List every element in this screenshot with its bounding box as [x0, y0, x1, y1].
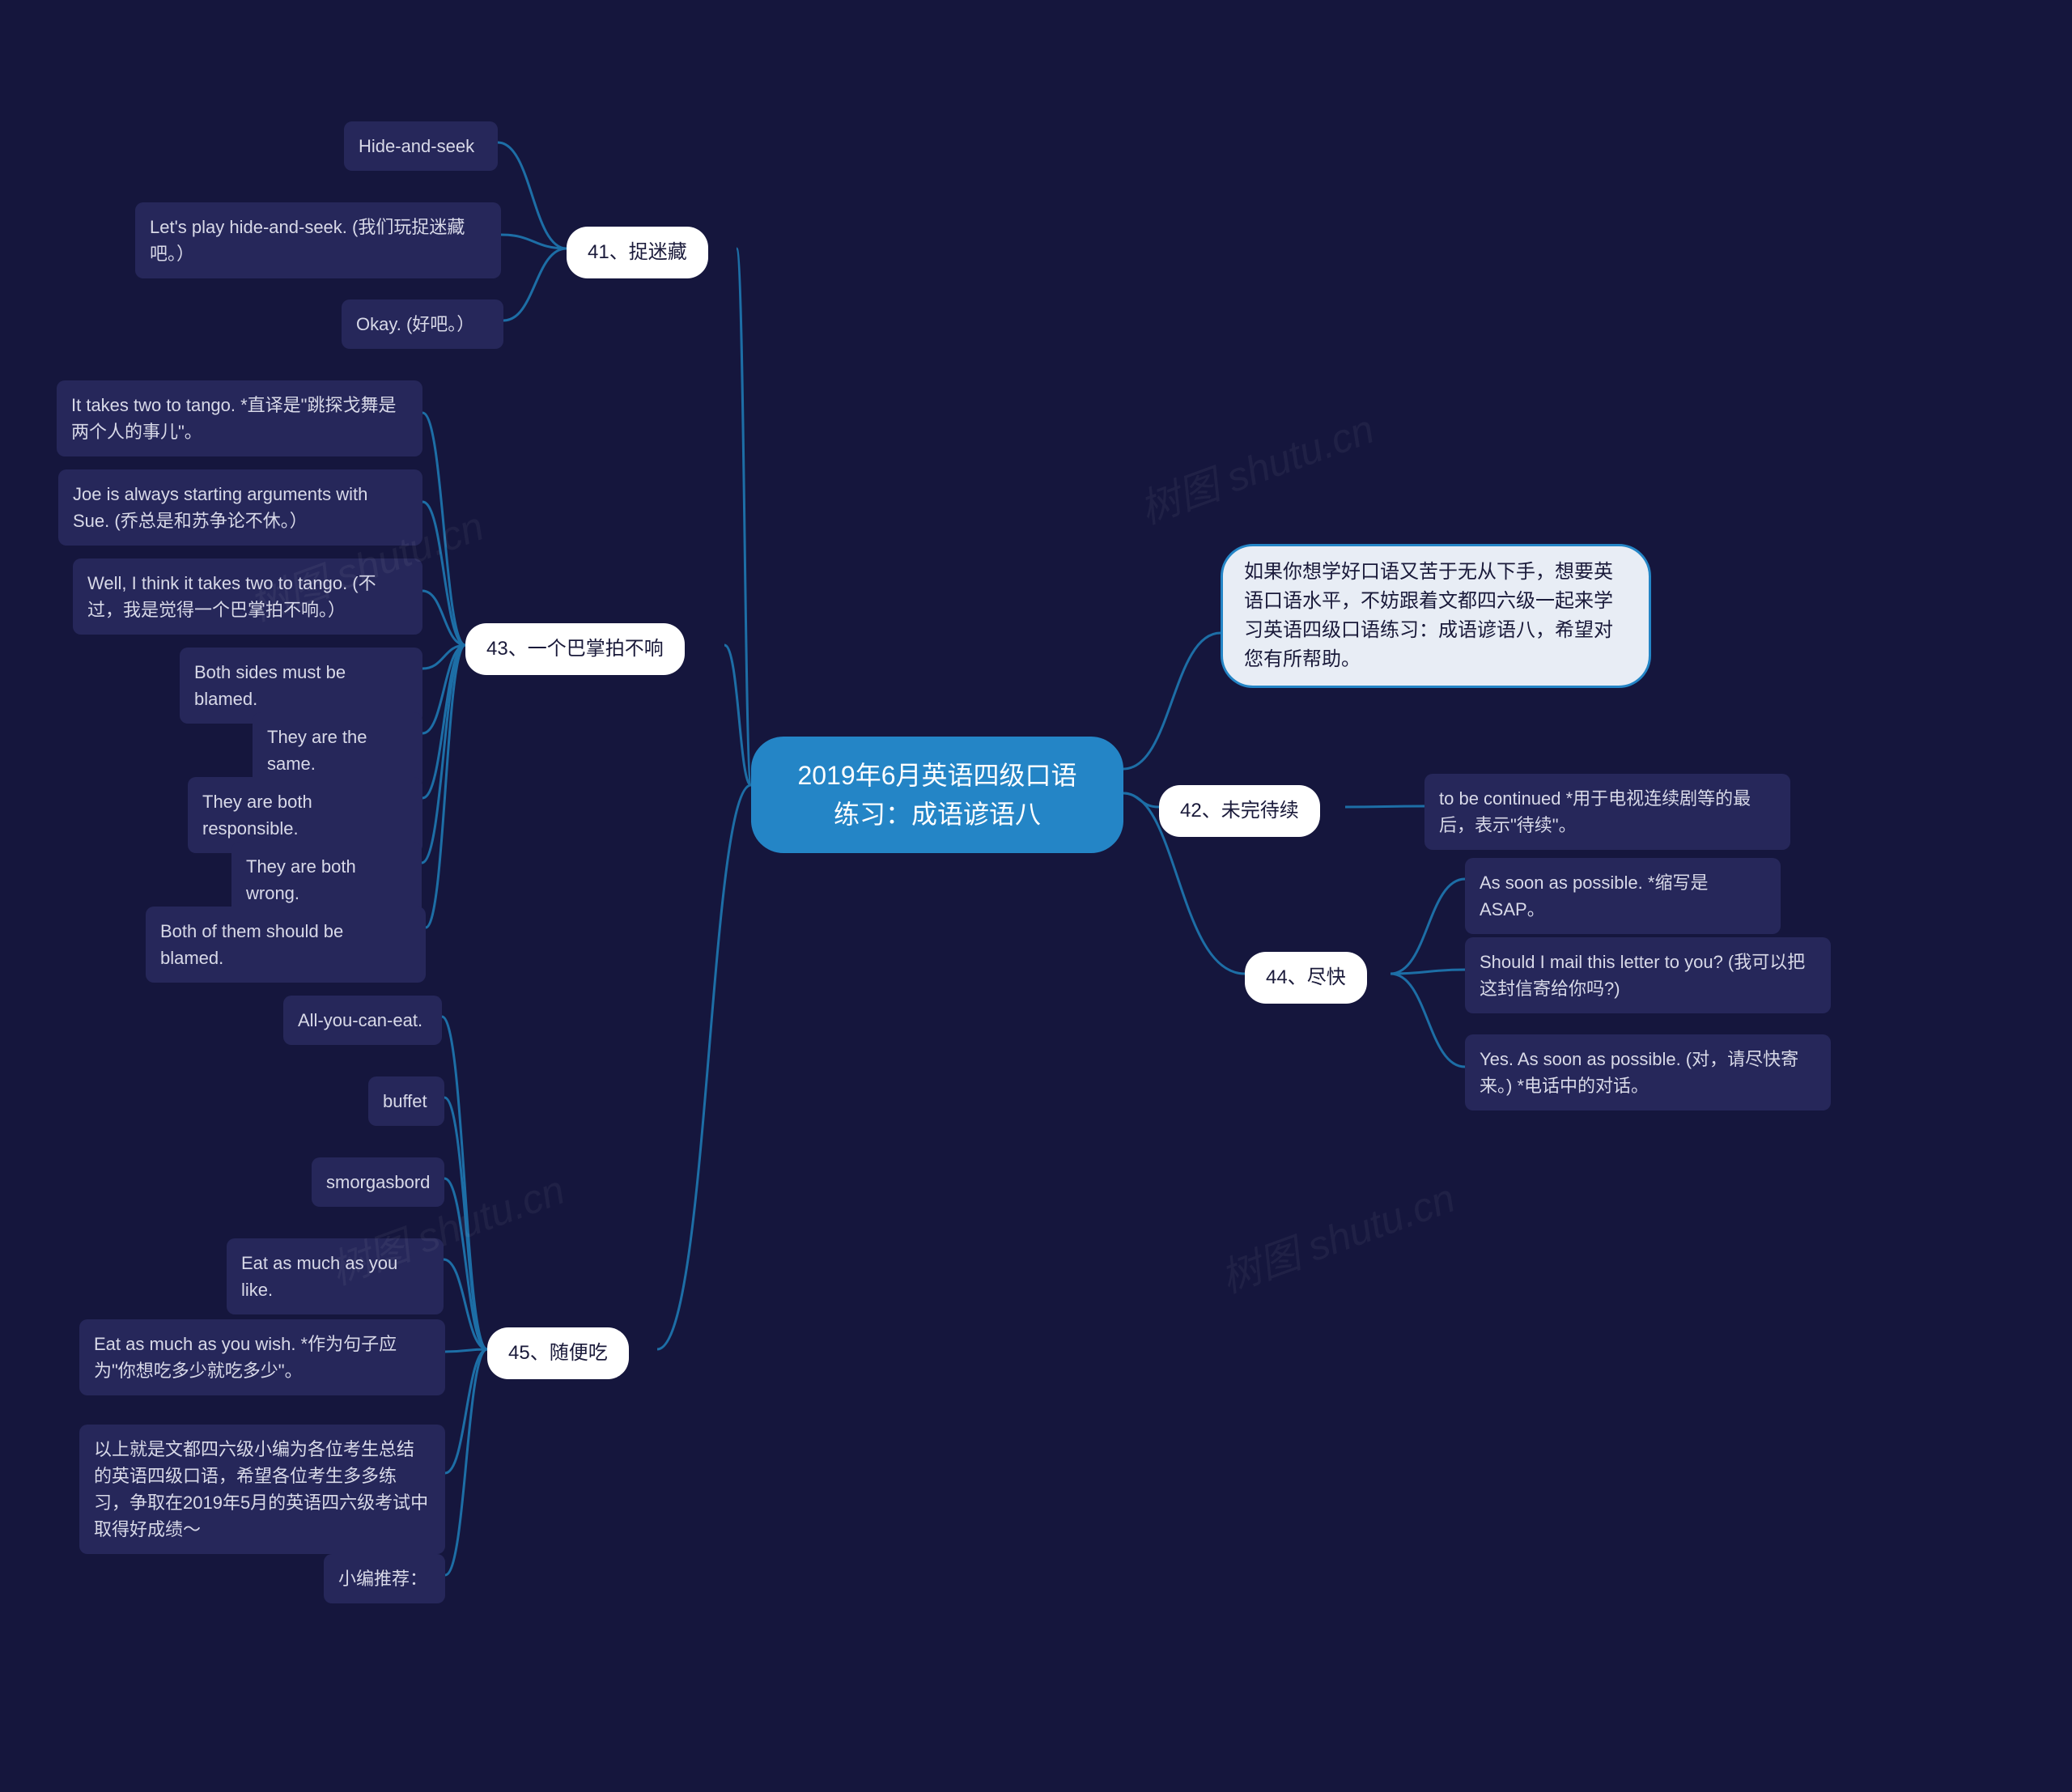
- leaf-node: Let's play hide-and-seek. (我们玩捉迷藏吧。）: [135, 202, 501, 278]
- leaf-node: Yes. As soon as possible. (对，请尽快寄来。) *电话…: [1465, 1034, 1831, 1110]
- annotation-node: 如果你想学好口语又苦于无从下手，想要英语口语水平，不妨跟着文都四六级一起来学习英…: [1221, 544, 1651, 688]
- leaf-node: Well, I think it takes two to tango. (不过…: [73, 558, 422, 635]
- leaf-node: Both of them should be blamed.: [146, 907, 426, 983]
- watermark: 树图 shutu.cn: [1212, 1166, 1462, 1304]
- center-line2: 练习：成语谚语八: [783, 795, 1091, 834]
- leaf-node: 小编推荐：: [324, 1554, 445, 1603]
- center-node: 2019年6月英语四级口语 练习：成语谚语八: [751, 737, 1123, 853]
- leaf-node: Joe is always starting arguments with Su…: [58, 469, 422, 546]
- center-line1: 2019年6月英语四级口语: [783, 756, 1091, 795]
- topic-node: 44、尽快: [1245, 952, 1367, 1004]
- leaf-node: It takes two to tango. *直译是"跳探戈舞是两个人的事儿"…: [57, 380, 422, 456]
- leaf-node: Should I mail this letter to you? (我可以把这…: [1465, 937, 1831, 1013]
- annotation-text: 如果你想学好口语又苦于无从下手，想要英语口语水平，不妨跟着文都四六级一起来学习英…: [1244, 558, 1628, 674]
- leaf-node: Okay. (好吧。）: [342, 299, 503, 349]
- leaf-node: All-you-can-eat.: [283, 996, 442, 1045]
- topic-node: 41、捉迷藏: [567, 227, 708, 278]
- leaf-node: Hide-and-seek: [344, 121, 498, 171]
- leaf-node: 以上就是文都四六级小编为各位考生总结的英语四级口语，希望各位考生多多练习，争取在…: [79, 1425, 445, 1554]
- leaf-node: to be continued *用于电视连续剧等的最后，表示"待续"。: [1424, 774, 1790, 850]
- topic-node: 42、未完待续: [1159, 785, 1320, 837]
- leaf-node: smorgasbord: [312, 1157, 444, 1207]
- leaf-node: buffet: [368, 1076, 444, 1126]
- leaf-node: Eat as much as you wish. *作为句子应为"你想吃多少就吃…: [79, 1319, 445, 1395]
- leaf-node: Eat as much as you like.: [227, 1238, 444, 1314]
- topic-node: 43、一个巴掌拍不响: [465, 623, 685, 675]
- watermark: 树图 shutu.cn: [1131, 397, 1381, 535]
- leaf-node: As soon as possible. *缩写是ASAP。: [1465, 858, 1781, 934]
- topic-node: 45、随便吃: [487, 1327, 629, 1379]
